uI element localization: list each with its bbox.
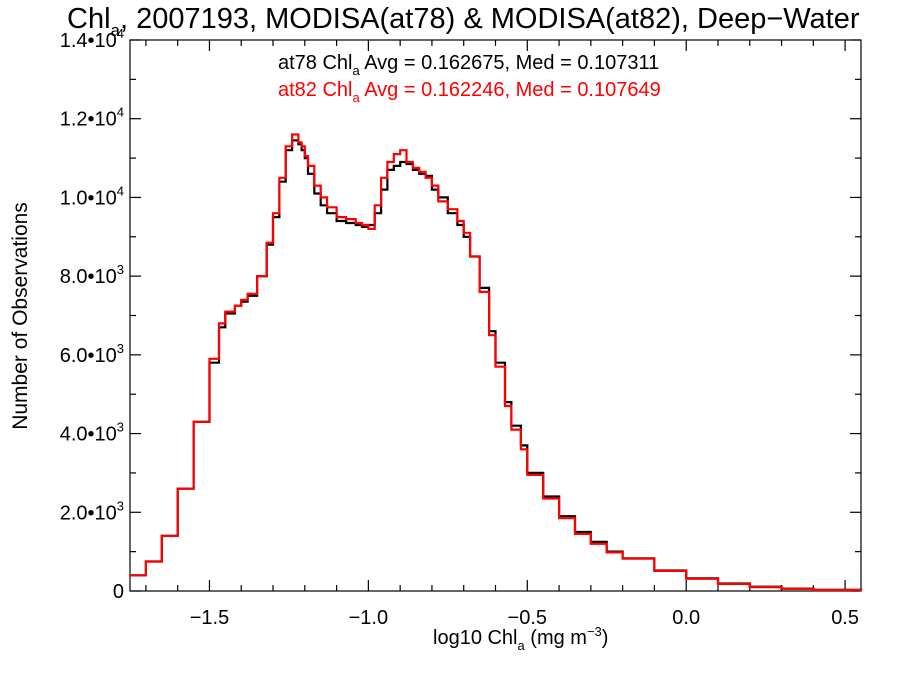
y-axis-label: Number of Observations <box>9 202 32 430</box>
x-tick-label: 0.5 <box>831 607 859 629</box>
plot-frame <box>129 39 862 592</box>
x-tick-label: −0.5 <box>508 607 547 629</box>
x-tick-label: −1.5 <box>190 607 229 629</box>
y-tick-label: 0 <box>113 581 124 603</box>
y-tick-label: 1.2•104 <box>60 105 124 131</box>
legend: at78 Chla Avg = 0.162675, Med = 0.107311… <box>278 52 661 105</box>
y-tick-label: 1.0•104 <box>60 183 124 209</box>
legend-at78: at78 Chla Avg = 0.162675, Med = 0.107311 <box>278 52 659 78</box>
series-at82-line <box>130 133 863 592</box>
y-tick-label: 8.0•103 <box>60 262 124 288</box>
x-tick-label: 0.0 <box>672 607 700 629</box>
x-axis-label: log10 Chla (mg m−3) <box>433 624 608 653</box>
y-tick-label: 6.0•103 <box>60 341 124 367</box>
chart-title: Chla, 2007193, MODISA(at78) & MODISA(at8… <box>67 3 860 40</box>
y-tick-label: 1.4•104 <box>60 26 124 52</box>
y-tick-label: 4.0•103 <box>60 420 124 446</box>
legend-at82: at82 Chla Avg = 0.162246, Med = 0.107649 <box>278 79 661 105</box>
x-tick-label: −1.0 <box>349 607 388 629</box>
y-axis: 0 2.0•103 4.0•103 6.0•103 8.0•103 1.0•104 1.2•… <box>60 26 861 603</box>
series-layer <box>130 133 863 592</box>
x-axis: −1.5 −1.0 −0.5 0.0 0.5 <box>145 40 859 629</box>
series-at78-line <box>130 139 863 591</box>
y-tick-label: 2.0•103 <box>60 498 124 524</box>
